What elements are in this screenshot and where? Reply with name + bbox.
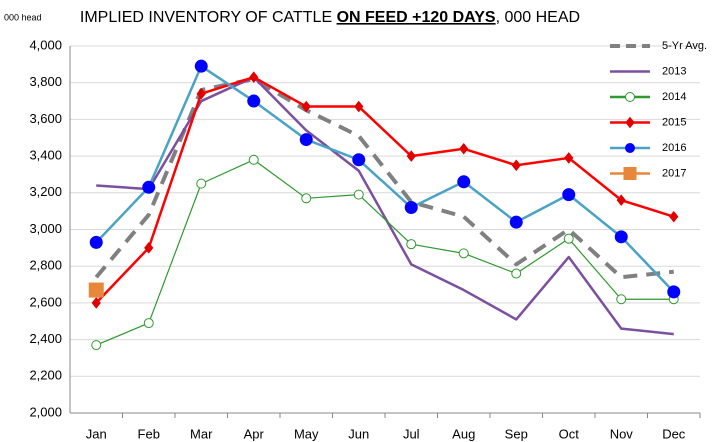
- point: [88, 282, 104, 298]
- point: [562, 188, 576, 202]
- y-tick-label: 2,400: [29, 331, 62, 346]
- point: [406, 150, 416, 162]
- legend-label: 2015: [662, 116, 686, 128]
- x-tick-label: Nov: [610, 426, 634, 441]
- point: [248, 154, 259, 165]
- point: [143, 318, 154, 329]
- x-tick-label: Mar: [190, 426, 213, 441]
- x-tick-label: Dec: [662, 426, 686, 441]
- legend-marker: [625, 92, 635, 102]
- point: [563, 233, 574, 244]
- x-tick-label: Jun: [348, 426, 369, 441]
- legend-label: 2014: [662, 91, 686, 103]
- point: [616, 294, 627, 305]
- y-tick-label: 2,000: [29, 404, 62, 419]
- y-tick-label: 3,200: [29, 184, 62, 199]
- point: [301, 100, 311, 113]
- chart-title: IMPLIED INVENTORY OF CATTLE ON FEED +120…: [80, 9, 580, 26]
- series-line: [94, 77, 674, 280]
- series-line: [96, 159, 674, 346]
- x-tick-label: Aug: [452, 426, 475, 441]
- y-tick-label: 2,600: [29, 294, 62, 309]
- point: [196, 178, 207, 189]
- point: [406, 239, 417, 250]
- point: [249, 71, 259, 83]
- point: [353, 189, 364, 200]
- point: [509, 215, 523, 229]
- x-tick-label: Oct: [559, 426, 580, 441]
- x-tick-label: Feb: [138, 426, 160, 441]
- point: [247, 94, 261, 108]
- point: [91, 340, 102, 351]
- point: [669, 210, 679, 223]
- x-tick-label: Apr: [244, 426, 265, 441]
- legend-label: 2016: [662, 142, 686, 154]
- point: [564, 152, 574, 164]
- point: [404, 200, 418, 214]
- title-part: IMPLIED INVENTORY OF CATTLE: [80, 9, 337, 26]
- y-tick-label: 4,000: [29, 37, 62, 52]
- point: [457, 175, 471, 189]
- point: [352, 153, 366, 167]
- point: [511, 159, 521, 172]
- point: [89, 235, 103, 249]
- legend-label: 2017: [662, 167, 686, 179]
- series-line: [96, 75, 674, 336]
- y-axis-label: 000 head: [4, 12, 42, 22]
- legend-marker: [623, 167, 637, 180]
- series-line: [95, 64, 675, 293]
- point: [616, 194, 626, 206]
- point: [511, 268, 522, 279]
- y-tick-label: 3,400: [29, 148, 62, 163]
- x-tick-label: Jul: [403, 426, 420, 441]
- title-part: ON FEED +120 DAYS: [337, 9, 496, 26]
- legend-marker: [625, 143, 635, 153]
- series-line: [95, 75, 675, 304]
- point: [667, 285, 681, 299]
- point: [144, 242, 154, 254]
- point: [614, 230, 628, 244]
- x-tick-label: Jan: [86, 426, 107, 441]
- point: [196, 87, 206, 100]
- title-part: , 000 HEAD: [496, 9, 580, 26]
- legend-label: 2013: [662, 65, 686, 77]
- x-tick-label: May: [294, 426, 319, 441]
- y-tick-label: 3,800: [29, 74, 62, 89]
- y-tick-label: 2,800: [29, 258, 62, 273]
- point: [459, 142, 469, 155]
- point: [458, 248, 469, 259]
- point: [301, 193, 312, 204]
- legend-marker: [625, 116, 635, 129]
- legend-label: 5-Yr Avg.: [662, 40, 707, 52]
- point: [142, 180, 156, 194]
- x-tick-label: Sep: [505, 426, 528, 441]
- y-tick-label: 2,200: [29, 368, 62, 383]
- y-tick-label: 3,000: [29, 221, 62, 236]
- point: [194, 59, 208, 73]
- y-tick-label: 3,600: [29, 111, 62, 126]
- point: [354, 100, 364, 113]
- point: [91, 297, 101, 309]
- point: [299, 133, 313, 147]
